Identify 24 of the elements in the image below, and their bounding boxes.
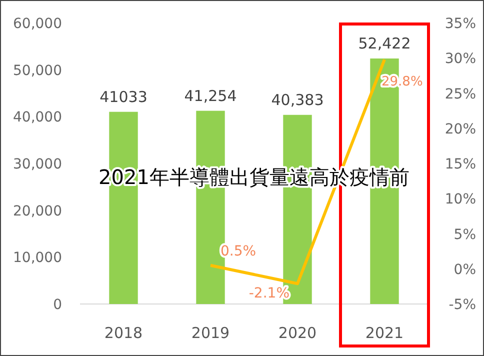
data-label: 52,422 bbox=[358, 34, 411, 52]
y2-tick-label: 25% bbox=[444, 86, 476, 102]
data-label: 41,254 bbox=[184, 86, 237, 105]
y2-tick-label: -5% bbox=[448, 297, 476, 313]
data-label: 41033 bbox=[100, 88, 148, 106]
y2-tick-label: 0% bbox=[454, 262, 476, 278]
x-tick-label: 2018 bbox=[104, 324, 143, 342]
x-tick-label: 2021 bbox=[365, 324, 404, 342]
y2-tick-label: 15% bbox=[444, 156, 476, 172]
y-tick-label: 40,000 bbox=[13, 110, 62, 126]
y-tick-label: 20,000 bbox=[13, 203, 62, 220]
y-tick-label: 60,000 bbox=[13, 16, 62, 32]
x-tick-label: 2019 bbox=[191, 324, 230, 342]
y-tick-label: 50,000 bbox=[13, 62, 62, 79]
y2-tick-label: 5% bbox=[454, 226, 476, 243]
y-tick-label: 30,000 bbox=[13, 156, 62, 172]
x-tick-label: 2020 bbox=[278, 324, 317, 342]
y-tick-label: 10,000 bbox=[13, 250, 62, 266]
data-label: 40,383 bbox=[271, 90, 324, 109]
y2-tick-label: 10% bbox=[444, 192, 476, 208]
y2-tick-label: 35% bbox=[444, 16, 476, 32]
y-tick-label: 0 bbox=[53, 297, 62, 313]
y2-tick-label: 30% bbox=[444, 51, 476, 68]
y2-tick-label: 20% bbox=[444, 121, 476, 138]
